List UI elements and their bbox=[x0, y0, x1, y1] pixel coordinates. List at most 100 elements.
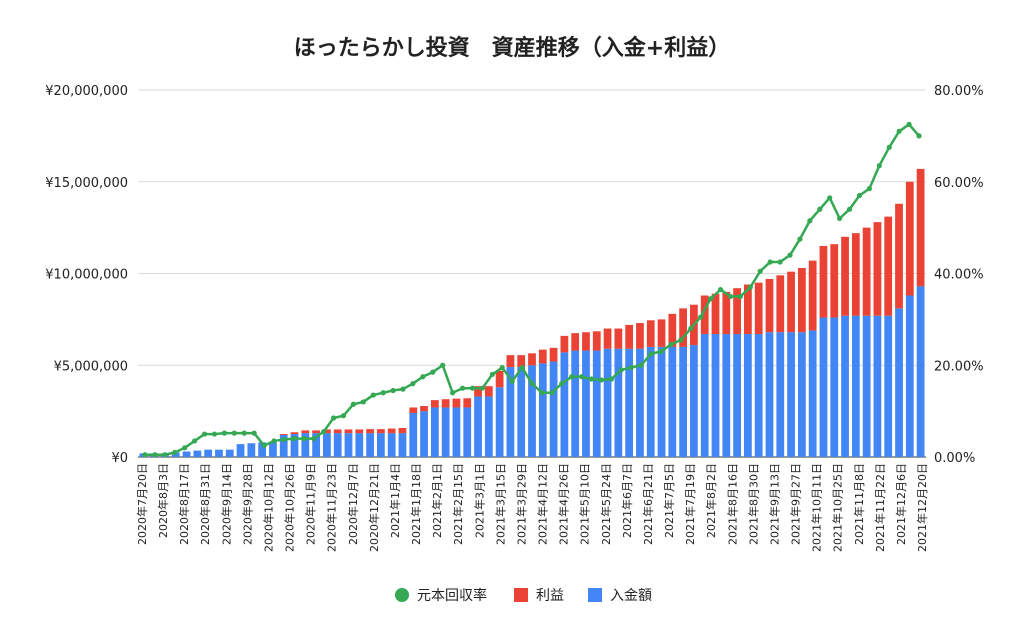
bar-deposit bbox=[711, 334, 720, 457]
bar-deposit bbox=[668, 346, 677, 457]
recovery-rate-point bbox=[182, 445, 188, 451]
bar-profit bbox=[679, 308, 688, 347]
bar-deposit bbox=[204, 449, 213, 457]
recovery-rate-point bbox=[192, 438, 198, 444]
bar-deposit bbox=[506, 367, 515, 457]
x-tick-label: 2021年7月5日 bbox=[662, 463, 676, 538]
recovery-rate-point bbox=[291, 436, 297, 442]
recovery-rate-point bbox=[638, 362, 644, 368]
recovery-rate-point bbox=[737, 293, 743, 300]
recovery-rate-point bbox=[261, 442, 267, 449]
recovery-rate-point bbox=[549, 390, 555, 396]
left-axis-ticks: ¥0 ¥5,000,000 ¥10,000,000 ¥15,000,000 ¥20,00… bbox=[45, 84, 128, 466]
recovery-rate-point bbox=[162, 452, 168, 458]
x-tick-label: 2021年9月27日 bbox=[789, 463, 803, 545]
bar-deposit bbox=[323, 433, 331, 457]
x-tick-label: 2020年12月21日 bbox=[367, 463, 381, 552]
recovery-rate-point bbox=[777, 259, 783, 265]
bar-deposit bbox=[290, 434, 299, 457]
recovery-rate-point bbox=[211, 431, 218, 437]
legend: 元本回収率 利益 入金額 bbox=[395, 587, 652, 604]
bar-deposit bbox=[463, 407, 472, 457]
recovery-rate-point bbox=[340, 413, 347, 419]
bar-deposit bbox=[528, 365, 536, 457]
legend-item: 元本回収率 bbox=[395, 587, 487, 604]
bar-profit bbox=[484, 386, 493, 397]
bar-deposit bbox=[690, 345, 698, 457]
bar-deposit bbox=[225, 449, 234, 457]
x-tick-label: 2021年11月22日 bbox=[873, 463, 887, 552]
bar-profit bbox=[420, 405, 428, 412]
x-tick-label: 2021年3月29日 bbox=[514, 463, 528, 545]
bar-profit bbox=[344, 429, 353, 434]
recovery-rate-point bbox=[489, 371, 495, 378]
bar-deposit bbox=[333, 433, 342, 457]
bar-profit bbox=[409, 407, 418, 413]
recovery-rate-point bbox=[172, 449, 178, 456]
x-axis-ticks: 2020年7月20日 2020年8月3日 2020年8月17日 2020年8月31日 2… bbox=[135, 463, 929, 552]
recovery-rate-point bbox=[201, 431, 208, 437]
recovery-rate-point bbox=[152, 452, 158, 458]
bar-deposit bbox=[905, 295, 914, 457]
legend-label: 利益 bbox=[536, 588, 564, 604]
recovery-rate-point bbox=[678, 337, 684, 343]
recovery-rate-point bbox=[142, 452, 148, 458]
y-right-tick-label: 0.00% bbox=[934, 451, 975, 466]
x-tick-label: 2020年11月23日 bbox=[325, 463, 339, 552]
bar-deposit bbox=[398, 433, 407, 457]
bar-deposit bbox=[301, 433, 310, 457]
bar-profit bbox=[916, 168, 925, 287]
bar-profit bbox=[592, 331, 601, 351]
bar-deposit bbox=[269, 442, 277, 457]
bar-deposit bbox=[538, 363, 547, 457]
bar-profit bbox=[905, 181, 914, 296]
recovery-rate-point bbox=[807, 218, 813, 224]
right-axis-ticks: 0.00% 20.00% 40.00% 60.00% 80.00% bbox=[934, 84, 984, 466]
recovery-rate-point bbox=[469, 385, 476, 391]
y-left-tick-label: ¥15,000,000 bbox=[45, 176, 128, 191]
bar-deposit bbox=[495, 387, 504, 457]
recovery-rate-point bbox=[281, 436, 287, 443]
bar-deposit bbox=[679, 346, 688, 457]
bar-profit bbox=[560, 335, 569, 353]
bar-profit bbox=[851, 233, 860, 316]
bar-deposit bbox=[409, 412, 418, 457]
x-tick-label: 2021年4月26日 bbox=[557, 463, 571, 545]
x-tick-label: 2021年3月15日 bbox=[493, 463, 507, 545]
bar-profit bbox=[884, 216, 893, 316]
recovery-rate-point bbox=[837, 215, 843, 222]
legend-item: 利益 bbox=[514, 588, 564, 604]
bar-profit bbox=[657, 319, 666, 347]
bar-deposit bbox=[765, 332, 774, 457]
legend-marker-bar bbox=[514, 588, 528, 602]
recovery-rate-point bbox=[420, 374, 426, 380]
y-left-tick-label: ¥0 bbox=[111, 451, 128, 466]
recovery-rate-point bbox=[390, 387, 396, 394]
recovery-rate-point bbox=[618, 367, 624, 373]
bar-deposit bbox=[182, 451, 191, 457]
recovery-rate-point bbox=[539, 390, 545, 396]
bar-deposit bbox=[560, 352, 569, 457]
y-left-tick-label: ¥10,000,000 bbox=[45, 268, 128, 283]
bar-profit bbox=[549, 347, 558, 362]
bar-deposit bbox=[312, 433, 320, 457]
bar-deposit bbox=[830, 317, 839, 457]
recovery-rate-point bbox=[866, 186, 872, 192]
bar-profit bbox=[754, 282, 763, 335]
x-tick-label: 2021年5月24日 bbox=[599, 463, 613, 545]
bar-deposit bbox=[366, 433, 374, 457]
recovery-rate-point bbox=[459, 385, 466, 391]
bar-deposit bbox=[344, 433, 353, 457]
bar-deposit bbox=[841, 315, 849, 457]
recovery-rate-point bbox=[727, 293, 734, 300]
x-tick-label: 2021年11月8日 bbox=[852, 463, 866, 545]
y-right-tick-label: 40.00% bbox=[934, 268, 984, 283]
bar-profit bbox=[312, 430, 320, 434]
y-right-tick-label: 60.00% bbox=[934, 176, 984, 191]
bar-deposit bbox=[582, 350, 590, 457]
recovery-rate-point bbox=[330, 415, 337, 421]
bar-profit bbox=[614, 328, 623, 349]
bar-deposit bbox=[452, 407, 461, 457]
bar-deposit bbox=[776, 332, 785, 457]
